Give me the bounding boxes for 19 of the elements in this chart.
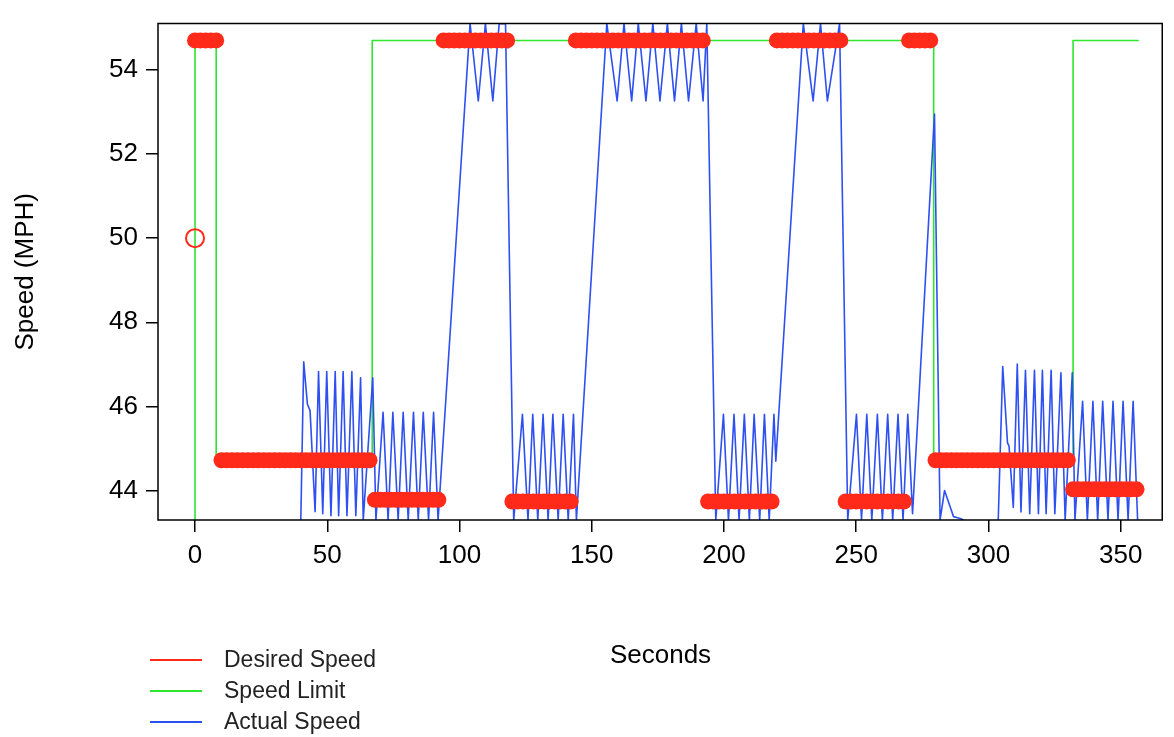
legend-label: Desired Speed xyxy=(224,646,377,673)
y-tick-label: 54 xyxy=(109,53,138,84)
x-tick-label: 200 xyxy=(702,538,746,569)
y-tick-label: 52 xyxy=(109,137,138,168)
legend-label: Actual Speed xyxy=(224,708,361,735)
x-tick-label: 300 xyxy=(966,538,1011,569)
y-tick-label: 44 xyxy=(109,473,138,504)
x-tick-label: 0 xyxy=(187,538,203,569)
y-tick-label: 50 xyxy=(109,221,138,252)
y-tick-label: 46 xyxy=(109,389,138,420)
x-axis-title: Seconds xyxy=(609,638,712,669)
x-tick-label: 50 xyxy=(312,538,342,569)
x-tick-label: 100 xyxy=(437,538,482,569)
legend-label: Speed Limit xyxy=(224,677,346,704)
x-tick-label: 250 xyxy=(834,538,878,569)
y-tick-label: 48 xyxy=(109,305,138,336)
x-tick-label: 350 xyxy=(1098,538,1143,569)
x-tick-label: 150 xyxy=(570,538,614,569)
y-axis-title: Speed (MPH) xyxy=(8,193,39,351)
